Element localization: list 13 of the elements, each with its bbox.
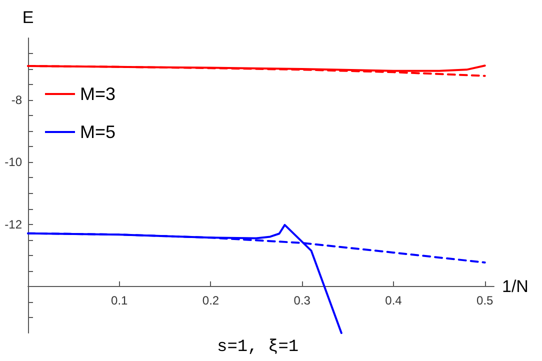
y-tick-label: -10 bbox=[4, 155, 22, 170]
x-tick-label: 0.4 bbox=[385, 293, 402, 308]
x-tick-label: 0.2 bbox=[202, 293, 220, 308]
x-axis-title: 1/N bbox=[502, 276, 528, 296]
x-tick-label: 0.3 bbox=[294, 293, 311, 308]
x-tick-label: 0.1 bbox=[111, 293, 128, 308]
text: s=1, ξ=1 bbox=[217, 338, 299, 357]
legend-label: M=3 bbox=[80, 84, 116, 104]
y-tick-label: -12 bbox=[4, 217, 22, 232]
y-tick-label: -8 bbox=[11, 93, 22, 108]
y-axis-title: E bbox=[22, 8, 34, 27]
x-tick-label: 0.5 bbox=[476, 293, 494, 308]
legend-label: M=5 bbox=[80, 122, 116, 142]
